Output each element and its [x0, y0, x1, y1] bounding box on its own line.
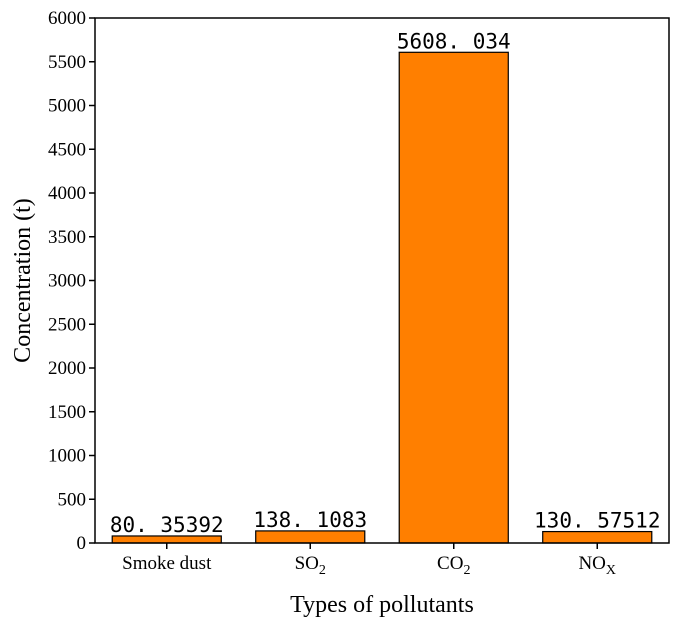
y-tick-label: 5500	[48, 52, 86, 73]
y-tick-label: 5000	[48, 96, 86, 117]
x-tick-label: NOX	[578, 553, 616, 578]
y-axis-title: Concentration (t)	[10, 198, 36, 363]
x-tick-label: SO2	[295, 553, 326, 578]
bar-smoke-dust	[111, 535, 222, 544]
x-axis-title: Types of pollutants	[290, 592, 474, 618]
data-label: 5608. 034	[397, 29, 511, 53]
y-tick-label: 4000	[48, 183, 86, 204]
y-tick-label: 2000	[48, 358, 86, 379]
y-tick-label: 3000	[48, 271, 86, 292]
y-axis: 0 500 1000 1500 2000 2500 3000 3500 4000 4500 5000…	[48, 8, 95, 554]
bar-nox	[542, 530, 653, 544]
bars-layer	[111, 51, 653, 544]
x-axis: Smoke dust SO2 CO2 NOX	[122, 543, 616, 578]
y-tick-label: 500	[58, 489, 87, 510]
bar-co2	[398, 51, 509, 544]
y-tick-label: 2500	[48, 314, 86, 335]
x-tick-label: CO2	[437, 553, 470, 578]
plot-frame	[94, 17, 670, 544]
data-label: 80. 35392	[110, 513, 224, 537]
y-tick-label: 0	[77, 533, 87, 554]
x-tick-label: Smoke dust	[122, 553, 212, 574]
bar-so2	[255, 530, 366, 544]
y-tick-label: 4500	[48, 139, 86, 160]
data-label: 138. 1083	[253, 508, 367, 532]
y-tick-label: 6000	[48, 8, 86, 29]
y-tick-label: 1000	[48, 446, 86, 467]
y-tick-label: 1500	[48, 402, 86, 423]
data-labels-layer: 80. 35392 138. 1083 5608. 034 130. 57512	[110, 29, 661, 537]
data-label: 130. 57512	[534, 509, 660, 533]
y-tick-label: 3500	[48, 227, 86, 248]
